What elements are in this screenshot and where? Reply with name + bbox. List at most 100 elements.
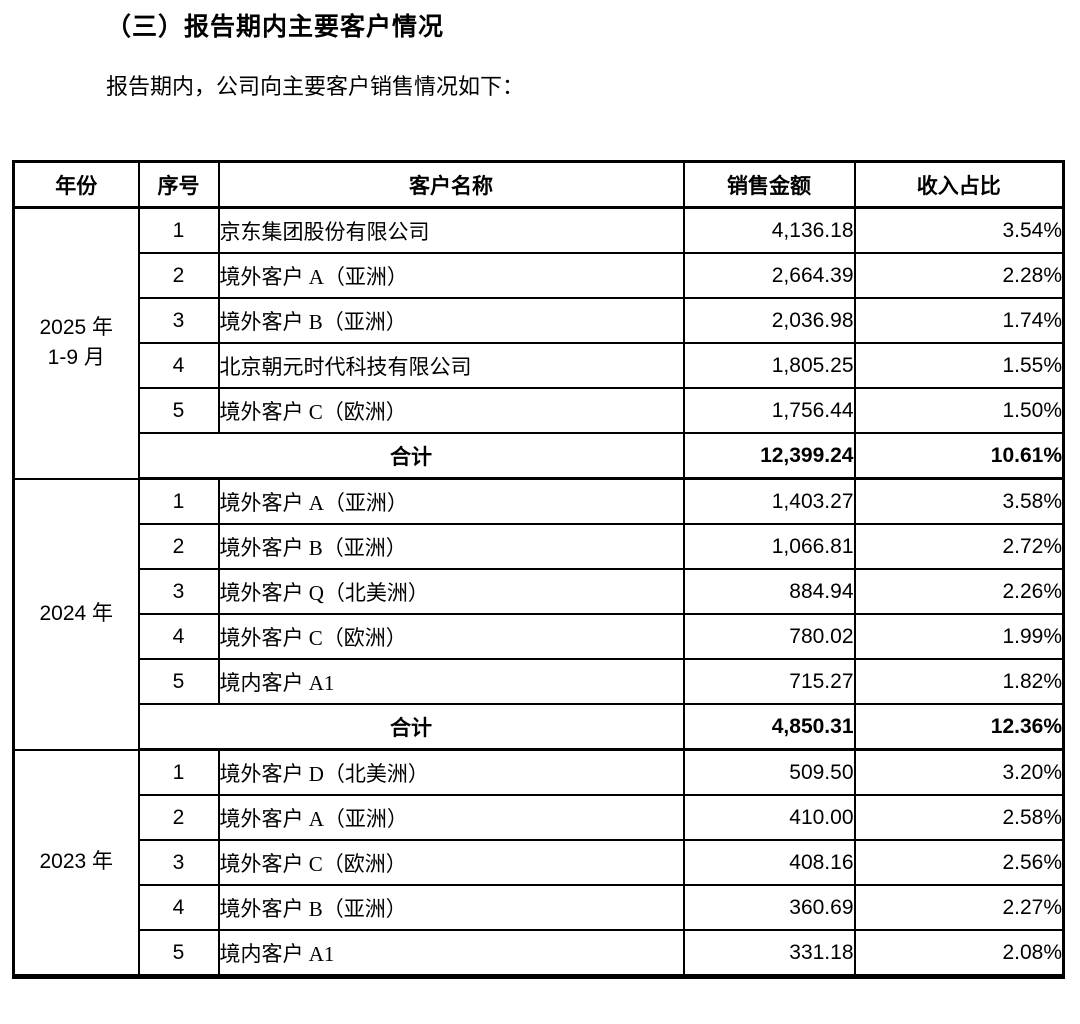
year-label-line: 2025 年 <box>39 316 114 340</box>
year-label-line: 1-9 月 <box>47 346 105 370</box>
customer-cell: 境内客户 A1 <box>217 929 685 978</box>
index-cell: 2 <box>137 794 220 841</box>
table-header: 年份 序号 客户名称 销售金额 收入占比 <box>12 160 1065 209</box>
ratio-cell: 1.99% <box>853 613 1065 660</box>
table-row: 2024 年 1 境外客户 A（亚洲） 1,403.27 3.58% <box>12 477 1065 751</box>
index-cell: 3 <box>137 568 220 615</box>
index-cell: 3 <box>137 839 220 886</box>
customer-cell: 境外客户 B（亚洲） <box>217 523 685 570</box>
amount-cell: 780.02 <box>682 613 856 660</box>
index-cell: 5 <box>137 658 220 705</box>
amount-cell: 1,805.25 <box>682 342 856 389</box>
index-cell: 1 <box>137 748 220 796</box>
amount-cell: 4,136.18 <box>682 206 856 254</box>
amount-cell: 715.27 <box>682 658 856 705</box>
table-row: 5 境外客户 C（欧洲） 1,756.44 1.50% <box>14 387 1065 434</box>
amount-cell: 410.00 <box>682 794 856 841</box>
table-row: 3 境外客户 B（亚洲） 2,036.98 1.74% <box>14 297 1065 344</box>
ratio-cell: 1.55% <box>853 342 1065 389</box>
index-cell: 2 <box>137 252 220 299</box>
customer-cell: 境外客户 B（亚洲） <box>217 297 685 344</box>
customer-cell: 境外客户 A（亚洲） <box>217 477 685 525</box>
col-header-customer: 客户名称 <box>217 160 685 209</box>
intro-paragraph: 报告期内，公司向主要客户销售情况如下： <box>106 74 525 99</box>
customer-cell: 境外客户 D（北美洲） <box>217 748 685 796</box>
ratio-cell: 3.54% <box>853 206 1065 254</box>
table-row: 5 境内客户 A1 715.27 1.82% <box>14 658 1065 705</box>
ratio-cell: 2.26% <box>853 568 1065 615</box>
ratio-cell: 2.72% <box>853 523 1065 570</box>
customer-cell: 北京朝元时代科技有限公司 <box>217 342 685 389</box>
customer-cell: 境外客户 B（亚洲） <box>217 884 685 931</box>
index-cell: 4 <box>137 613 220 660</box>
ratio-cell: 2.08% <box>853 929 1065 978</box>
ratio-cell: 2.28% <box>853 252 1065 299</box>
table-row: 5 境内客户 A1 331.18 2.08% <box>14 929 1065 978</box>
table-row: 4 北京朝元时代科技有限公司 1,805.25 1.55% <box>14 342 1065 389</box>
year-cell: 2025 年 1-9 月 <box>12 206 140 480</box>
col-header-year: 年份 <box>12 160 140 209</box>
col-header-amount: 销售金额 <box>682 160 856 209</box>
customers-table: 年份 序号 客户名称 销售金额 收入占比 2025 年 1-9 月 1 京东集团股份有… <box>12 160 1065 979</box>
col-header-index: 序号 <box>137 160 220 209</box>
table-row: 2 境外客户 A（亚洲） 410.00 2.58% <box>14 794 1065 841</box>
ratio-cell: 3.20% <box>853 748 1065 796</box>
table-body: 2025 年 1-9 月 1 京东集团股份有限公司 4,136.18 3.54% 2 境外客户… <box>12 206 1065 978</box>
customer-cell: 境内客户 A1 <box>217 658 685 705</box>
year-label-line: 2023 年 <box>39 850 114 874</box>
ratio-cell: 1.82% <box>853 658 1065 705</box>
table-row: 4 境外客户 B（亚洲） 360.69 2.27% <box>14 884 1065 931</box>
amount-cell: 884.94 <box>682 568 856 615</box>
table-row: 2025 年 1-9 月 1 京东集团股份有限公司 4,136.18 3.54% <box>12 206 1065 480</box>
customer-cell: 境外客户 C（欧洲） <box>217 839 685 886</box>
total-row: 合计 12,399.24 10.61% <box>14 432 1065 480</box>
index-cell: 5 <box>137 387 220 434</box>
year-cell: 2024 年 <box>12 477 140 751</box>
index-cell: 4 <box>137 342 220 389</box>
year-cell: 2023 年 <box>12 748 140 978</box>
customer-cell: 境外客户 Q（北美洲） <box>217 568 685 615</box>
table-row: 2 境外客户 B（亚洲） 1,066.81 2.72% <box>14 523 1065 570</box>
table-row: 2 境外客户 A（亚洲） 2,664.39 2.28% <box>14 252 1065 299</box>
index-cell: 2 <box>137 523 220 570</box>
index-cell: 5 <box>137 929 220 978</box>
ratio-cell: 1.50% <box>853 387 1065 434</box>
customer-cell: 境外客户 A（亚洲） <box>217 252 685 299</box>
ratio-cell: 2.58% <box>853 794 1065 841</box>
table-row: 3 境外客户 Q（北美洲） 884.94 2.26% <box>14 568 1065 615</box>
total-row: 合计 4,850.31 12.36% <box>14 703 1065 751</box>
total-amount-cell: 4,850.31 <box>682 703 856 751</box>
customer-cell: 京东集团股份有限公司 <box>217 206 685 254</box>
amount-cell: 1,066.81 <box>682 523 856 570</box>
amount-cell: 1,403.27 <box>682 477 856 525</box>
table-row: 2023 年 1 境外客户 D（北美洲） 509.50 3.20% <box>12 748 1065 978</box>
table-row: 4 境外客户 C（欧洲） 780.02 1.99% <box>14 613 1065 660</box>
total-amount-cell: 12,399.24 <box>682 432 856 480</box>
table-row: 3 境外客户 C（欧洲） 408.16 2.56% <box>14 839 1065 886</box>
amount-cell: 2,036.98 <box>682 297 856 344</box>
amount-cell: 509.50 <box>682 748 856 796</box>
index-cell: 3 <box>137 297 220 344</box>
total-ratio-cell: 10.61% <box>853 432 1065 480</box>
ratio-cell: 2.27% <box>853 884 1065 931</box>
index-cell: 1 <box>137 477 220 525</box>
ratio-cell: 1.74% <box>853 297 1065 344</box>
year-label-line: 2024 年 <box>39 602 114 625</box>
total-ratio-cell: 12.36% <box>853 703 1065 751</box>
section-title: （三）报告期内主要客户情况 <box>106 13 445 41</box>
amount-cell: 408.16 <box>682 839 856 886</box>
index-cell: 4 <box>137 884 220 931</box>
amount-cell: 331.18 <box>682 929 856 978</box>
amount-cell: 1,756.44 <box>682 387 856 434</box>
total-label-cell: 合计 <box>137 432 685 480</box>
header-row: 年份 序号 客户名称 销售金额 收入占比 <box>12 160 1065 209</box>
index-cell: 1 <box>137 206 220 254</box>
customer-cell: 境外客户 A（亚洲） <box>217 794 685 841</box>
ratio-cell: 3.58% <box>853 477 1065 525</box>
col-header-ratio: 收入占比 <box>853 160 1065 209</box>
customer-cell: 境外客户 C（欧洲） <box>217 387 685 434</box>
total-label-cell: 合计 <box>137 703 685 751</box>
amount-cell: 360.69 <box>682 884 856 931</box>
customer-cell: 境外客户 C（欧洲） <box>217 613 685 660</box>
